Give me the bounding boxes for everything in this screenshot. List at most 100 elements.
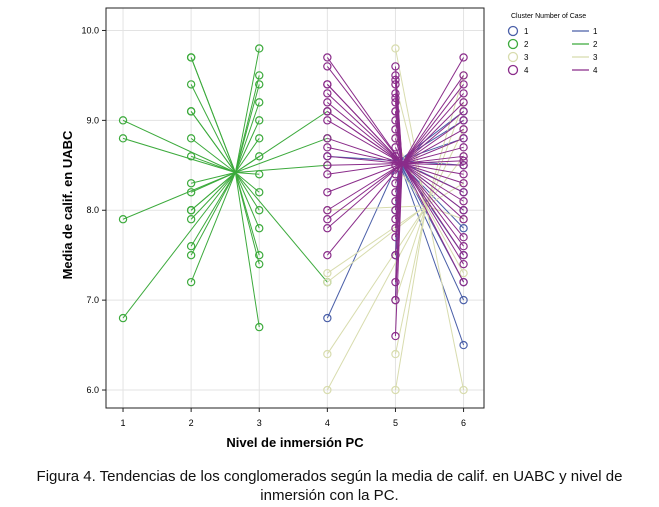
cluster-line [327, 163, 403, 166]
cluster-line [190, 172, 236, 211]
cluster-line [425, 156, 464, 207]
legend-point-marker [507, 25, 519, 37]
cluster-line [190, 172, 236, 193]
data-point [323, 62, 332, 71]
data-point [391, 188, 400, 197]
y-axis-title: Media de calif. en UABC [60, 130, 75, 279]
y-tick-label: 7.0 [86, 295, 99, 305]
data-point [391, 197, 400, 206]
data-point [391, 62, 400, 71]
legend-line-label: 2 [593, 40, 598, 49]
cluster-line [234, 172, 260, 229]
data-point [255, 322, 264, 332]
cluster-line [425, 102, 465, 206]
data-point [186, 107, 196, 116]
data-point [391, 250, 400, 260]
data-point [459, 277, 468, 287]
data-point [391, 331, 400, 341]
data-point [323, 89, 332, 98]
cluster-line [327, 110, 403, 164]
cluster-line [235, 137, 328, 173]
data-point [255, 224, 264, 233]
cluster-line [394, 205, 427, 391]
data-point [186, 277, 196, 287]
cluster-line [401, 163, 464, 211]
data-point [459, 161, 468, 170]
data-point [391, 349, 400, 359]
data-point [255, 116, 264, 125]
figure-caption: Figura 4. Tendencias de los conglomerado… [0, 467, 659, 505]
gridlines [106, 8, 484, 408]
cluster-line [401, 93, 464, 164]
legend-line-label: 1 [593, 27, 598, 36]
cluster-line [402, 163, 464, 175]
data-point [459, 53, 468, 62]
legend-point-label: 1 [524, 27, 529, 36]
y-tick-label: 9.0 [86, 115, 99, 125]
data-point [186, 250, 196, 260]
cluster-line [425, 129, 465, 206]
cluster-line [401, 163, 464, 220]
cluster-line [234, 172, 260, 211]
data-point [323, 349, 332, 359]
cluster-line [401, 163, 464, 265]
axis-ticks: 1 2 3 4 5 6 6.0 7.0 8.0 9.0 10.0 [81, 25, 466, 428]
data-point [323, 98, 332, 107]
data-point [391, 385, 400, 395]
cluster-line [401, 75, 464, 164]
data-point [118, 134, 128, 143]
data-point [323, 313, 332, 323]
data-point [459, 71, 468, 80]
data-point [459, 206, 468, 215]
data-point [391, 233, 400, 242]
data-point [459, 179, 468, 188]
data-point [186, 80, 196, 89]
cluster-line [395, 163, 403, 175]
data-point [459, 197, 468, 206]
legend-point-label: 3 [524, 53, 529, 62]
cluster-line [402, 163, 464, 202]
data-point [323, 170, 332, 179]
cluster-line [326, 205, 427, 355]
data-point [323, 152, 332, 161]
cluster-line [327, 163, 403, 193]
legend-title: Cluster Number of Case [511, 13, 586, 20]
cluster-chart: 1 2 3 4 5 6 6.0 7.0 8.0 9.0 10.0 Nivel de inmersió… [60, 7, 598, 450]
cluster-line [190, 172, 236, 247]
x-tick-label: 3 [257, 418, 262, 428]
cluster-line [235, 110, 328, 173]
data-point [186, 215, 196, 224]
data-point [391, 75, 400, 85]
series-2 [118, 44, 332, 332]
data-point [391, 143, 400, 152]
plot-frame [105, 7, 485, 409]
cluster-line [327, 163, 403, 175]
cluster-line [402, 163, 464, 193]
data-point [459, 156, 468, 166]
data-point [255, 152, 264, 161]
data-point [391, 224, 400, 233]
cluster-line [327, 163, 403, 220]
cluster-line [327, 163, 403, 229]
data-point [186, 179, 196, 188]
data-point [255, 188, 264, 197]
x-axis-title: Nivel de inmersión PC [226, 435, 364, 450]
data-point [459, 143, 468, 152]
data-point [391, 71, 400, 80]
cluster-line [122, 119, 236, 173]
cluster-line [401, 163, 464, 256]
cluster-line [327, 205, 427, 283]
cluster-line [234, 75, 260, 173]
legend-point-label: 2 [524, 40, 529, 49]
data-point [459, 152, 468, 161]
cluster-line [401, 163, 465, 283]
cluster-line [122, 172, 236, 220]
data-point [323, 134, 332, 143]
data-point [459, 107, 468, 116]
data-point [118, 116, 128, 125]
data-point [391, 93, 400, 103]
cluster-line [327, 119, 403, 164]
data-point [459, 215, 468, 224]
data-point [323, 143, 332, 152]
data-point [323, 268, 332, 278]
